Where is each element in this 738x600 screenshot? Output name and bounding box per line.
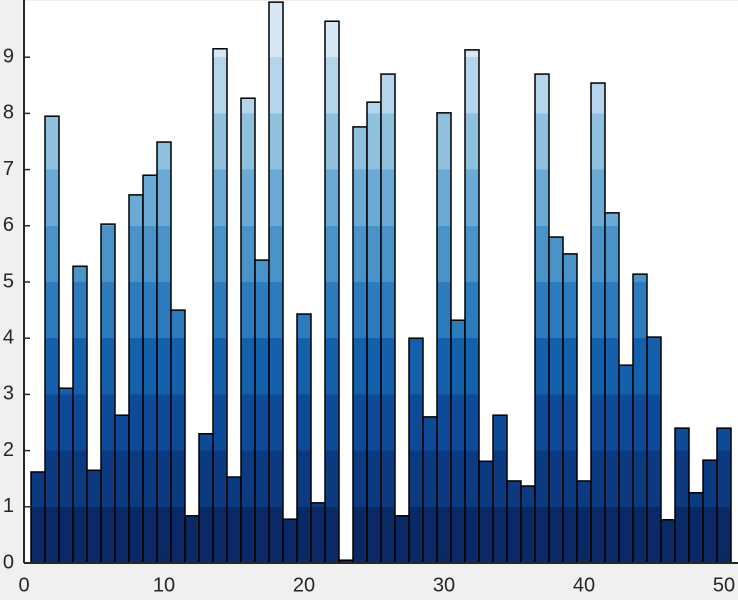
bar bbox=[702, 459, 718, 564]
bar bbox=[394, 515, 410, 564]
y-tick-label: 7 bbox=[3, 158, 14, 180]
bar bbox=[632, 273, 648, 564]
bar bbox=[212, 48, 228, 564]
bar bbox=[604, 212, 620, 564]
bar bbox=[450, 319, 466, 564]
bar bbox=[170, 309, 186, 564]
y-tick-label: 6 bbox=[3, 214, 14, 236]
bar bbox=[562, 253, 578, 564]
bar bbox=[324, 20, 340, 564]
bar bbox=[548, 236, 564, 564]
bar bbox=[100, 223, 116, 564]
y-tick-label: 5 bbox=[3, 270, 14, 292]
bar bbox=[478, 460, 494, 564]
bar bbox=[492, 414, 508, 564]
y-tick-label: 0 bbox=[3, 551, 14, 573]
bar bbox=[282, 518, 298, 564]
x-tick-label: 50 bbox=[713, 574, 735, 596]
bar bbox=[674, 427, 690, 564]
bar bbox=[30, 471, 46, 564]
bar bbox=[226, 476, 242, 564]
bar bbox=[296, 313, 312, 564]
bar bbox=[660, 518, 676, 564]
bar bbox=[688, 492, 704, 564]
x-tick-label: 30 bbox=[433, 574, 455, 596]
bar bbox=[86, 469, 102, 564]
bar bbox=[240, 97, 256, 564]
bar bbox=[464, 49, 480, 564]
bar bbox=[520, 485, 536, 564]
bar bbox=[716, 427, 732, 564]
bar bbox=[114, 414, 130, 564]
bar bbox=[128, 194, 144, 564]
bar bbox=[156, 141, 172, 564]
bar bbox=[44, 115, 60, 564]
bar bbox=[310, 502, 326, 564]
bar bbox=[184, 515, 200, 564]
bar bbox=[352, 126, 368, 564]
y-tick-label: 2 bbox=[3, 439, 14, 461]
y-tick-label: 8 bbox=[3, 102, 14, 124]
bar bbox=[436, 112, 452, 564]
x-tick-label: 10 bbox=[153, 574, 175, 596]
bar bbox=[534, 73, 550, 564]
bar bbox=[408, 337, 424, 564]
bar bbox=[506, 480, 522, 564]
bar bbox=[590, 82, 606, 564]
x-tick-label: 40 bbox=[573, 574, 595, 596]
x-tick-label: 20 bbox=[293, 574, 315, 596]
bar bbox=[366, 101, 382, 564]
y-tick-label: 3 bbox=[3, 383, 14, 405]
bar bbox=[422, 416, 438, 564]
bar bbox=[576, 480, 592, 564]
bar bbox=[618, 364, 634, 564]
bar bbox=[268, 1, 284, 564]
bar bbox=[646, 336, 662, 564]
bar bbox=[142, 174, 158, 564]
bar bbox=[380, 73, 396, 564]
bar bbox=[254, 259, 270, 564]
bar bbox=[198, 432, 214, 564]
bar bbox=[58, 387, 74, 564]
x-tick-label: 0 bbox=[18, 574, 29, 596]
y-tick-label: 4 bbox=[3, 326, 14, 348]
y-tick-label: 9 bbox=[3, 45, 14, 67]
bar bbox=[72, 265, 88, 564]
y-tick-label: 1 bbox=[3, 495, 14, 517]
